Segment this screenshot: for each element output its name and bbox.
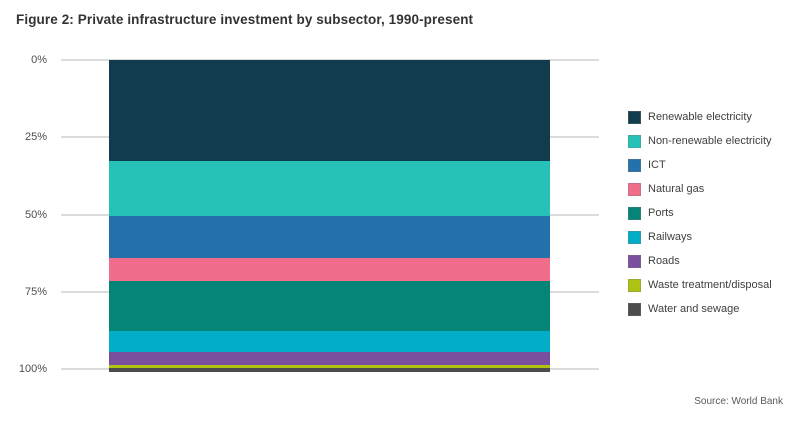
y-tick-label-25: 25%: [24, 131, 47, 144]
legend-item-railways: Railways: [628, 231, 772, 244]
legend-label-waste-treatment-disposal: Waste treatment/disposal: [648, 279, 772, 291]
bar-segment-railways: [109, 331, 550, 352]
y-tick-label-100: 100%: [18, 363, 47, 375]
bar-segment-roads: [109, 351, 550, 366]
bar-segment-water-and-sewage: [109, 367, 550, 373]
legend-item-roads: Roads: [628, 255, 772, 268]
bar-segment-ict: [109, 215, 550, 258]
legend-swatch-renewable-electricity: [628, 111, 641, 124]
legend-item-non-renewable-electricity: Non-renewable electricity: [628, 135, 772, 148]
legend-swatch-ports: [628, 207, 641, 220]
bar-segment-renewable-electricity: [109, 60, 550, 161]
legend: Renewable electricity Non-renewable elect…: [628, 111, 772, 316]
legend-item-water-and-sewage: Water and sewage: [628, 303, 772, 316]
legend-swatch-railways: [628, 231, 641, 244]
y-tick-label-75: 75%: [24, 285, 47, 298]
bar-segment-non-renewable-electricity: [109, 160, 550, 216]
legend-item-natural-gas: Natural gas: [628, 183, 772, 196]
legend-item-ports: Ports: [628, 207, 772, 220]
y-tick-label-0: 0%: [31, 54, 47, 66]
stacked-bar: [109, 60, 550, 373]
legend-swatch-waste-treatment-disposal: [628, 279, 641, 292]
legend-item-ict: ICT: [628, 159, 772, 172]
bar-segment-natural-gas: [109, 257, 550, 281]
legend-item-renewable-electricity: Renewable electricity: [628, 111, 772, 124]
legend-swatch-ict: [628, 159, 641, 172]
legend-label-natural-gas: Natural gas: [648, 183, 705, 195]
legend-swatch-non-renewable-electricity: [628, 135, 641, 148]
legend-label-renewable-electricity: Renewable electricity: [648, 111, 752, 123]
legend-label-non-renewable-electricity: Non-renewable electricity: [648, 135, 772, 147]
legend-label-ports: Ports: [648, 207, 674, 219]
bar-segment-ports: [109, 280, 550, 332]
legend-label-roads: Roads: [648, 255, 680, 267]
legend-item-waste-treatment-disposal: Waste treatment/disposal: [628, 279, 772, 292]
chart-title: Figure 2: Private infrastructure investm…: [16, 12, 474, 27]
legend-label-railways: Railways: [648, 231, 693, 243]
legend-swatch-water-and-sewage: [628, 303, 641, 316]
legend-swatch-natural-gas: [628, 183, 641, 196]
source-note: Source: World Bank: [694, 396, 783, 407]
legend-swatch-roads: [628, 255, 641, 268]
bar-segment-waste-treatment-disposal: [109, 365, 550, 368]
legend-label-water-and-sewage: Water and sewage: [648, 303, 740, 315]
legend-label-ict: ICT: [648, 159, 666, 171]
y-tick-label-50: 50%: [24, 208, 47, 221]
